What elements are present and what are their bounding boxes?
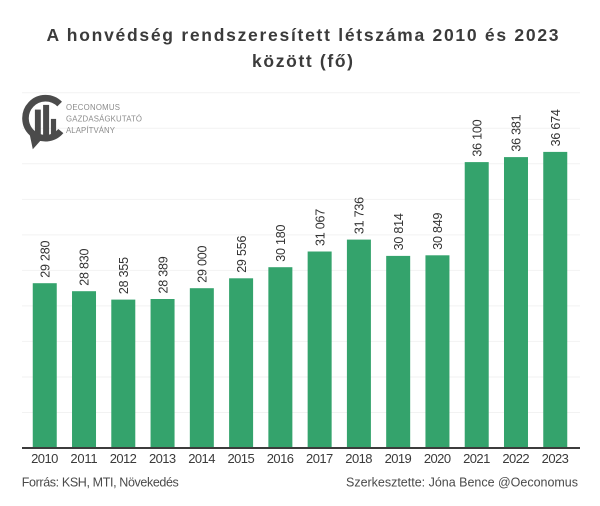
svg-text:GAZDASÁGKUTATÓ: GAZDASÁGKUTATÓ (66, 114, 142, 123)
svg-text:29 556: 29 556 (235, 236, 249, 273)
svg-text:2016: 2016 (267, 451, 294, 466)
svg-text:között (fő): között (fő) (252, 51, 353, 71)
svg-text:OECONOMUS: OECONOMUS (66, 103, 120, 112)
svg-text:28 355: 28 355 (117, 257, 131, 294)
svg-text:2011: 2011 (70, 451, 97, 466)
svg-text:31 067: 31 067 (313, 209, 327, 246)
svg-text:2015: 2015 (228, 451, 255, 466)
svg-text:2023: 2023 (542, 451, 569, 466)
svg-text:2018: 2018 (345, 451, 372, 466)
svg-text:2022: 2022 (502, 451, 529, 466)
svg-text:2012: 2012 (110, 451, 137, 466)
svg-text:2010: 2010 (31, 451, 58, 466)
svg-text:29 000: 29 000 (196, 245, 210, 282)
svg-text:ALAPÍTVÁNY: ALAPÍTVÁNY (66, 126, 116, 135)
svg-text:30 814: 30 814 (392, 213, 406, 250)
svg-text:2013: 2013 (149, 451, 176, 466)
svg-text:30 180: 30 180 (274, 224, 288, 261)
svg-text:Szerkesztette: Jóna Bence @Oec: Szerkesztette: Jóna Bence @Oeconomus (346, 476, 578, 490)
svg-text:29 280: 29 280 (38, 240, 52, 277)
svg-text:28 389: 28 389 (156, 256, 170, 293)
svg-text:2019: 2019 (385, 451, 412, 466)
svg-text:28 830: 28 830 (78, 248, 92, 285)
svg-text:36 381: 36 381 (510, 114, 524, 151)
svg-text:2020: 2020 (424, 451, 451, 466)
svg-text:30 849: 30 849 (431, 213, 445, 250)
svg-text:2014: 2014 (188, 451, 215, 466)
svg-text:A honvédség rendszeresített lé: A honvédség rendszeresített létszáma 201… (47, 25, 559, 45)
svg-text:31 736: 31 736 (353, 197, 367, 234)
svg-text:36 674: 36 674 (549, 109, 563, 146)
svg-text:2017: 2017 (306, 451, 333, 466)
svg-text:2021: 2021 (463, 451, 490, 466)
svg-text:36 100: 36 100 (470, 119, 484, 156)
svg-text:Forrás: KSH, MTI, Növekedés: Forrás: KSH, MTI, Növekedés (22, 476, 179, 490)
